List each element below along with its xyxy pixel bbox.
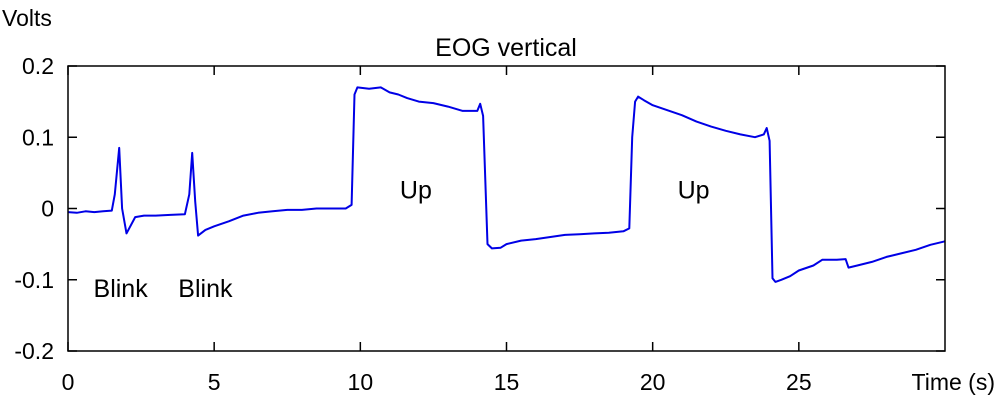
y-tick-label: -0.1 — [14, 267, 54, 293]
x-tick-label: 5 — [208, 369, 221, 395]
y-tick-label: -0.2 — [14, 338, 54, 364]
y-tick-label: 0.1 — [22, 124, 54, 150]
x-tick-label: 15 — [494, 369, 520, 395]
x-tick-label: 0 — [62, 369, 75, 395]
y-tick-label: 0.2 — [22, 53, 54, 79]
annotation-label: Blink — [94, 275, 149, 303]
annotations: Blink Blink Up Up — [94, 177, 710, 303]
x-tick-label: 25 — [786, 369, 812, 395]
annotation-label: Up — [400, 177, 432, 205]
y-tick-label: 0 — [41, 196, 54, 222]
annotation-label: Blink — [178, 275, 233, 303]
y-axis-label: Volts — [2, 5, 52, 31]
chart-title: EOG vertical — [435, 34, 577, 62]
series-line — [67, 86, 946, 283]
x-axis-label: Time (s) — [912, 369, 995, 395]
x-tick-label: 20 — [640, 369, 666, 395]
plot-frame — [67, 65, 946, 352]
annotation-label: Up — [678, 177, 710, 205]
axis-ticks: 0 5 10 15 20 25 0.2 0.1 0 -0.1 -0.2 — [14, 53, 945, 395]
x-tick-label: 10 — [348, 369, 374, 395]
